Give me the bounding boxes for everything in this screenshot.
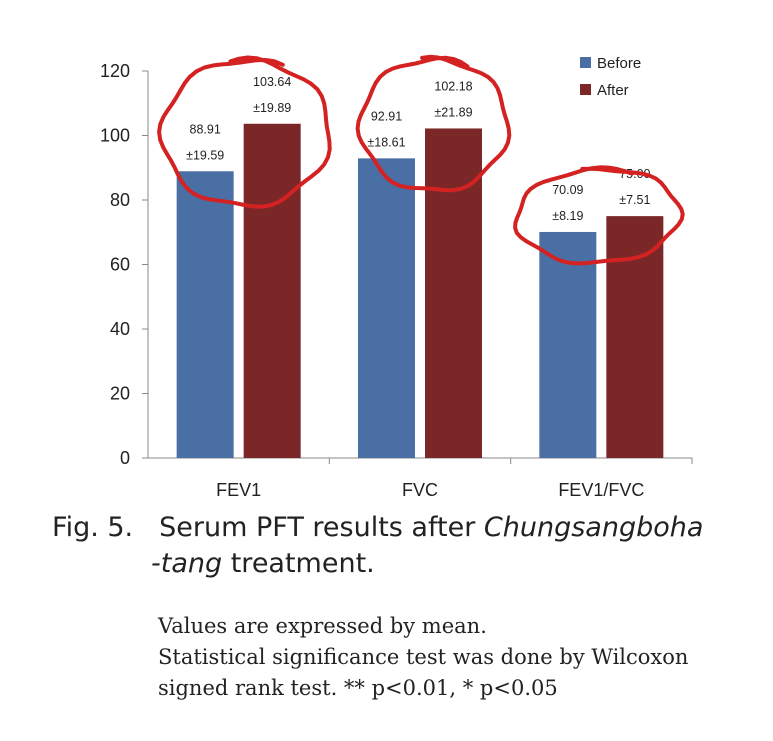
bar-before-fev1 [176, 171, 234, 458]
data-label-mean: 102.18 [434, 79, 472, 93]
data-label-sd: ±21.89 [434, 105, 472, 119]
data-label-sd: ±19.59 [186, 148, 224, 162]
bar-after-fev1 [243, 123, 301, 459]
y-tick-label: 60 [110, 255, 130, 275]
bar-after-fev1-fvc [606, 216, 664, 458]
note-line-2: Statistical significance test was done b… [158, 645, 689, 669]
caption-suffix: treatment. [222, 548, 375, 579]
legend-swatch [580, 84, 591, 95]
legend-label: After [597, 82, 629, 99]
x-category-label: FVC [402, 480, 438, 500]
caption-text: Serum PFT results after [159, 512, 484, 543]
note-line-1: Values are expressed by mean. [158, 614, 487, 638]
caption-line-1: Fig. 5. Serum PFT results after Chungsang… [52, 510, 752, 546]
data-label-mean: 103.64 [253, 75, 291, 89]
bar-before-fvc [358, 158, 415, 459]
caption-italic-1: Chungsangboha [483, 512, 704, 543]
bar-after-fvc [425, 128, 482, 459]
caption-line-2: -tang treatment. [52, 546, 752, 582]
annotation-circle [157, 55, 332, 209]
bar-before-fev1-fvc [539, 231, 597, 458]
y-tick-label: 120 [100, 61, 130, 81]
x-category-label: FEV1/FVC [558, 480, 644, 500]
annotation-circle [513, 165, 685, 266]
data-label-sd: ±8.19 [552, 209, 583, 223]
data-label-sd: ±7.51 [619, 193, 650, 207]
y-tick-label: 100 [100, 126, 130, 146]
data-label-mean: 70.09 [552, 183, 583, 197]
chart: 0 20 40 60 80 100 120 88.91 ±19.59 103.64 ±19.89 FE… [100, 54, 693, 500]
data-label-sd: ±19.89 [253, 101, 291, 115]
figure-notes: Values are expressed by mean. Statistica… [158, 611, 758, 704]
y-tick-label: 40 [110, 319, 130, 339]
annotation-circle [355, 54, 512, 193]
data-label-mean: 88.91 [190, 122, 221, 136]
legend-swatch [580, 57, 591, 68]
y-tick-label: 0 [120, 448, 130, 468]
y-tick-label: 20 [110, 384, 130, 404]
data-label-mean: 92.91 [371, 109, 402, 123]
caption-prefix: Fig. 5. [52, 512, 134, 543]
data-label-sd: ±18.61 [367, 135, 405, 149]
figure-caption: Fig. 5. Serum PFT results after Chungsang… [52, 510, 752, 582]
note-line-3: signed rank test. ** p<0.01, * p<0.05 [158, 676, 558, 700]
legend-label: Before [597, 55, 641, 72]
x-category-label: FEV1 [216, 480, 261, 500]
bar-chart-svg: 0 20 40 60 80 100 120 88.91 ±19.59 103.64 ±19.89 FE… [100, 54, 693, 500]
y-tick-label: 80 [110, 190, 130, 210]
caption-italic-2: -tang [151, 548, 223, 579]
